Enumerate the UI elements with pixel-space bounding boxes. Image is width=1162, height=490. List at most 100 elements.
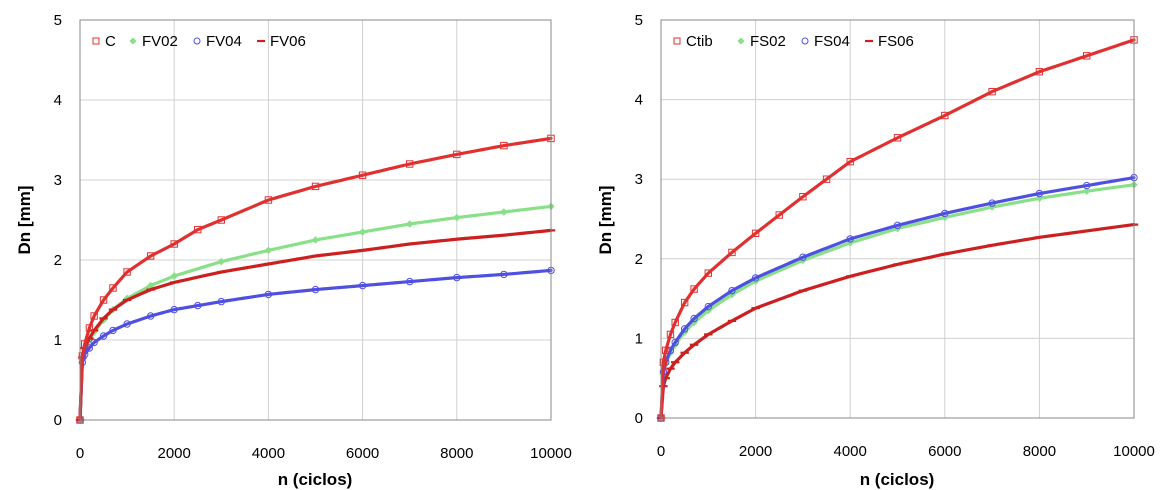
legend-label: C (105, 33, 116, 50)
data-point (146, 252, 155, 260)
series-FS06 (656, 222, 1139, 420)
y-tick-label: 5 (54, 12, 62, 29)
legend-left: C FV02 FV04 FV06 (92, 33, 306, 50)
y-tick-label: 2 (635, 251, 643, 268)
series-line (78, 228, 553, 422)
data-point (775, 211, 783, 219)
y-tick-label: 3 (54, 172, 62, 189)
y-tick-label: 4 (635, 92, 643, 109)
data-point (311, 182, 320, 191)
y-tick-label: 1 (635, 330, 643, 347)
data-point (662, 346, 670, 355)
x-tick-label: 4000 (834, 443, 867, 460)
data-point (737, 37, 745, 45)
series-FS04 (657, 173, 1138, 422)
series-line (78, 136, 553, 422)
y-tick-label: 5 (635, 12, 643, 29)
data-point (264, 290, 273, 299)
y-axis-title-left: Dn [mm] (15, 186, 34, 255)
data-point (941, 209, 949, 218)
data-point (799, 253, 807, 261)
legend-right: Ctib FS02 FS04 FS06 (673, 33, 914, 50)
chart-right-svg: 0 1 2 3 4 5 0 2000 4000 6000 8000 10000 Ctib FS02 FS… (596, 12, 1155, 489)
data-point (453, 273, 461, 282)
data-point (690, 285, 698, 293)
x-tick-label: 2000 (739, 443, 772, 460)
y-tick-label: 3 (635, 171, 643, 188)
data-point (264, 196, 273, 204)
data-point (453, 150, 461, 159)
data-point (146, 312, 155, 320)
data-point (264, 246, 273, 255)
x-tick-label: 6000 (346, 445, 379, 462)
data-point (405, 220, 414, 228)
data-point (799, 193, 807, 201)
data-point (85, 324, 94, 332)
data-point (311, 285, 320, 294)
data-point (680, 325, 689, 333)
series-line (78, 268, 553, 422)
legend-item-FV02: FV02 (129, 33, 178, 50)
data-point (1082, 187, 1091, 195)
legend-item-FV06: FV06 (257, 33, 306, 50)
data-point (90, 338, 98, 347)
data-point (893, 221, 902, 230)
data-point (406, 277, 414, 286)
x-ticks-left: 0 2000 4000 6000 8000 10000 (76, 445, 572, 462)
legend-label: FV06 (270, 33, 306, 50)
data-point (659, 358, 668, 366)
chart-panel-left: 0 1 2 3 4 5 0 2000 4000 6000 8000 10000 C FV02 FV04 F… (15, 12, 572, 489)
data-point (728, 286, 736, 295)
data-point (846, 157, 854, 166)
x-tick-label: 10000 (1113, 443, 1155, 460)
data-point (673, 37, 681, 45)
data-point (671, 338, 679, 347)
data-point (453, 213, 461, 222)
y-tick-label: 2 (54, 252, 62, 269)
x-tick-label: 8000 (1023, 443, 1056, 460)
data-point (751, 274, 760, 282)
series-C (76, 134, 555, 424)
legend-item-FS02: FS02 (737, 33, 786, 50)
y-tick-label: 0 (54, 412, 62, 429)
data-point (92, 37, 100, 45)
series-line (659, 222, 1136, 420)
data-point (1035, 189, 1044, 198)
plot-frame-left (79, 19, 552, 421)
y-tick-label: 0 (635, 410, 643, 427)
series-right (656, 36, 1139, 422)
data-point (123, 268, 131, 276)
x-axis-title-left: n (ciclos) (278, 470, 353, 489)
legend-item-C: C (92, 33, 116, 50)
plot-frame-right (660, 19, 1135, 419)
legend-item-FV04: FV04 (193, 33, 242, 50)
data-point (500, 141, 508, 150)
y-axis-title-right: Dn [mm] (596, 186, 615, 255)
x-tick-label: 0 (76, 445, 84, 462)
series-line (659, 38, 1136, 420)
data-point (801, 37, 809, 45)
data-point (666, 330, 675, 339)
data-point (1035, 194, 1044, 203)
x-tick-label: 4000 (252, 445, 285, 462)
data-point (500, 270, 508, 279)
data-point (90, 312, 98, 320)
series-Ctib (657, 36, 1138, 422)
data-point (1083, 181, 1091, 190)
data-point (193, 37, 201, 45)
x-tick-label: 10000 (530, 445, 572, 462)
x-ticks-right: 0 2000 4000 6000 8000 10000 (657, 443, 1155, 460)
legend-item-FS06: FS06 (865, 33, 914, 50)
data-point (500, 208, 508, 216)
series-left (75, 134, 556, 424)
data-point (78, 352, 87, 360)
data-point (358, 228, 367, 236)
x-tick-label: 8000 (440, 445, 473, 462)
legend-item-FS04: FS04 (801, 33, 850, 50)
chart-left-svg: 0 1 2 3 4 5 0 2000 4000 6000 8000 10000 C FV02 FV04 F… (15, 12, 572, 489)
data-point (129, 37, 137, 45)
data-point (81, 340, 89, 348)
data-point (311, 236, 320, 244)
data-point (988, 199, 996, 207)
data-point (194, 225, 202, 234)
